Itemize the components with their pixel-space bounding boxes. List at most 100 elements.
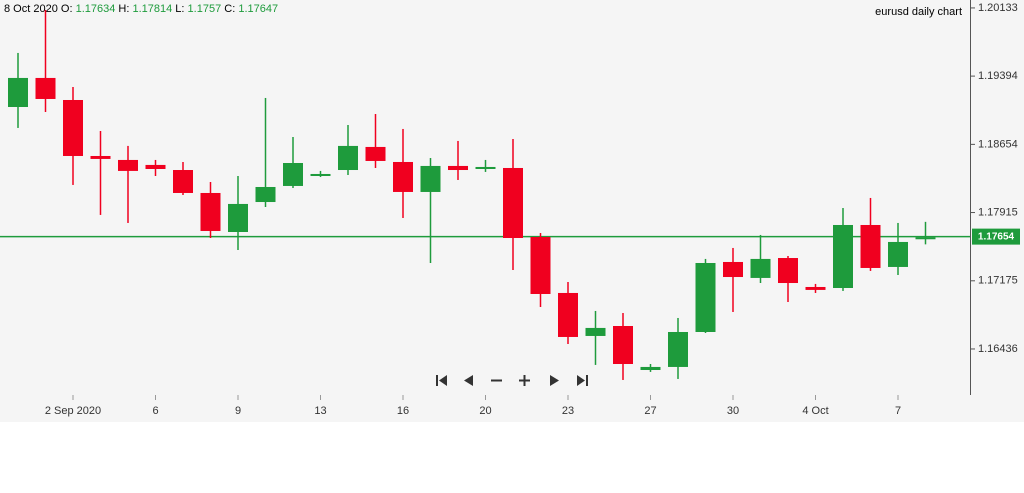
candle [173,161,193,196]
candle-body [283,162,303,186]
candle-body [200,192,221,231]
candle-body [228,203,248,233]
candle [888,222,908,275]
candle [310,170,331,178]
y-tick-label: 1.16436 [978,343,1018,355]
candle-body [888,241,908,267]
x-tick-label: 7 [895,405,901,417]
candle-body [118,159,138,171]
ohlc-value: 1.17814 [132,3,172,15]
candle-body [915,237,936,240]
candle [200,182,221,238]
candle-body [173,170,193,193]
x-tick-label: 23 [562,405,574,417]
candle-body [778,258,798,284]
y-tick-label: 1.20133 [978,2,1018,14]
candle-body [503,167,523,238]
candle [90,130,111,215]
candle-body [475,166,496,169]
header-date: 8 Oct 2020 [4,3,58,15]
nav-next[interactable] [550,375,559,386]
x-tick-label: 27 [644,405,656,417]
ohlc-value: 1.1757 [188,3,222,15]
ohlc-label: O: [61,3,73,15]
candle [118,145,138,223]
candle [778,255,798,303]
candle [393,128,413,218]
ohlc-label: C: [224,3,235,15]
candle-body [860,224,881,268]
candle-body [805,286,826,290]
candle-body [448,165,468,171]
candle-body [310,173,331,177]
chart-title: eurusd daily chart [875,6,962,18]
candle-body [255,186,276,203]
nav-last[interactable] [577,375,588,386]
ohlc-label: H: [118,3,129,15]
nav-prev[interactable] [464,375,473,386]
x-tick-label: 16 [397,405,409,417]
candle-body [723,261,743,278]
x-tick-label: 20 [479,405,491,417]
y-tick-label: 1.17175 [978,275,1018,287]
candle-body [63,99,83,156]
candle-body [393,161,413,192]
candle [8,52,28,128]
candle [668,317,688,379]
candle [750,234,771,284]
candle-body [613,325,633,365]
candle-body [420,165,441,192]
candle-body [365,146,386,161]
candle-body [668,331,688,367]
candle-body [35,77,56,99]
candle-body [338,145,358,171]
candle [530,233,551,307]
candle-body [530,236,551,294]
candle [640,364,661,372]
y-tick-label: 1.19394 [978,70,1018,82]
current-price-label: 1.17654 [978,231,1015,242]
y-tick-label: 1.18654 [978,138,1018,150]
candle [613,312,633,380]
candle [228,176,248,250]
candle [365,114,386,168]
x-tick-label: 2 Sep 2020 [45,405,101,417]
candle [695,258,716,334]
nav-zoom-in[interactable] [519,375,530,386]
candle [915,221,936,245]
candle-body [558,292,578,337]
candle-body [640,366,661,371]
x-tick-label: 13 [314,405,326,417]
x-tick-label: 4 Oct [802,405,828,417]
candle [723,247,743,312]
candle-body [585,327,606,336]
candle [255,97,276,208]
candle-body [833,224,853,288]
candle [338,124,358,175]
candle [833,208,853,291]
candle [63,86,83,185]
candle [585,310,606,365]
candle-body [695,262,716,332]
ohlc-header: 8 Oct 2020 O: 1.17634 H: 1.17814 L: 1.17… [4,3,278,15]
candle [805,283,826,293]
candle [420,158,441,263]
candle [145,159,166,177]
candle [35,9,56,112]
ohlc-value: 1.17647 [238,3,278,15]
candle-body [750,258,771,278]
candle-body [8,77,28,108]
nav-first[interactable] [436,375,447,386]
candle [475,159,496,172]
candle [503,139,523,271]
x-tick-label: 6 [152,405,158,417]
candle [860,197,881,271]
candle [448,140,468,180]
candle-body [145,164,166,169]
x-tick-label: 9 [235,405,241,417]
candle-body [90,155,111,159]
candle [283,136,303,188]
current-price-box [972,228,1020,245]
